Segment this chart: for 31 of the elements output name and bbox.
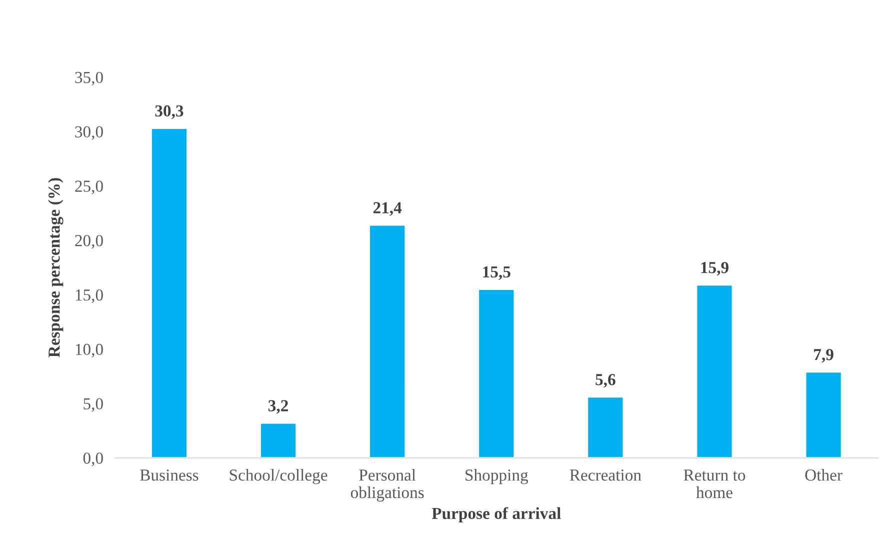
bar bbox=[150, 128, 188, 458]
y-tick-label: 35,0 bbox=[75, 72, 103, 86]
bar bbox=[696, 284, 734, 458]
y-tick-label: 30,0 bbox=[75, 126, 103, 140]
y-tick-label: 20,0 bbox=[75, 235, 103, 249]
data-label: 30,3 bbox=[155, 105, 184, 119]
x-axis-title: Purpose of arrival bbox=[432, 507, 561, 522]
x-tick-label: Business bbox=[140, 470, 198, 481]
x-tick-label: Return to home bbox=[684, 470, 746, 498]
x-tick-label: Personal obligations bbox=[350, 468, 424, 502]
y-tick-label: 15,0 bbox=[76, 289, 103, 304]
bar bbox=[478, 288, 516, 458]
data-label: 5,6 bbox=[596, 374, 616, 388]
x-tick-label: School/college bbox=[230, 468, 328, 484]
y-tick-label: 10,0 bbox=[76, 344, 103, 358]
bar bbox=[260, 422, 297, 458]
bar bbox=[586, 396, 624, 458]
data-label: 3,2 bbox=[268, 400, 288, 414]
data-label: 15,5 bbox=[483, 266, 510, 280]
bar bbox=[804, 371, 842, 458]
data-label: 7,9 bbox=[814, 349, 834, 363]
data-label: 15,9 bbox=[701, 262, 728, 276]
y-tick-label: 5,0 bbox=[84, 398, 103, 412]
data-label: 21,4 bbox=[373, 202, 402, 216]
y-tick-label: 0,0 bbox=[83, 452, 103, 466]
x-tick-label: Recreation bbox=[570, 470, 642, 481]
y-axis-title: Response percentage (%) bbox=[48, 178, 64, 358]
x-tick-label: Shopping bbox=[466, 468, 528, 484]
x-tick-label: Other bbox=[805, 468, 842, 481]
y-tick-label: 25,0 bbox=[75, 180, 103, 194]
bar bbox=[368, 224, 406, 458]
